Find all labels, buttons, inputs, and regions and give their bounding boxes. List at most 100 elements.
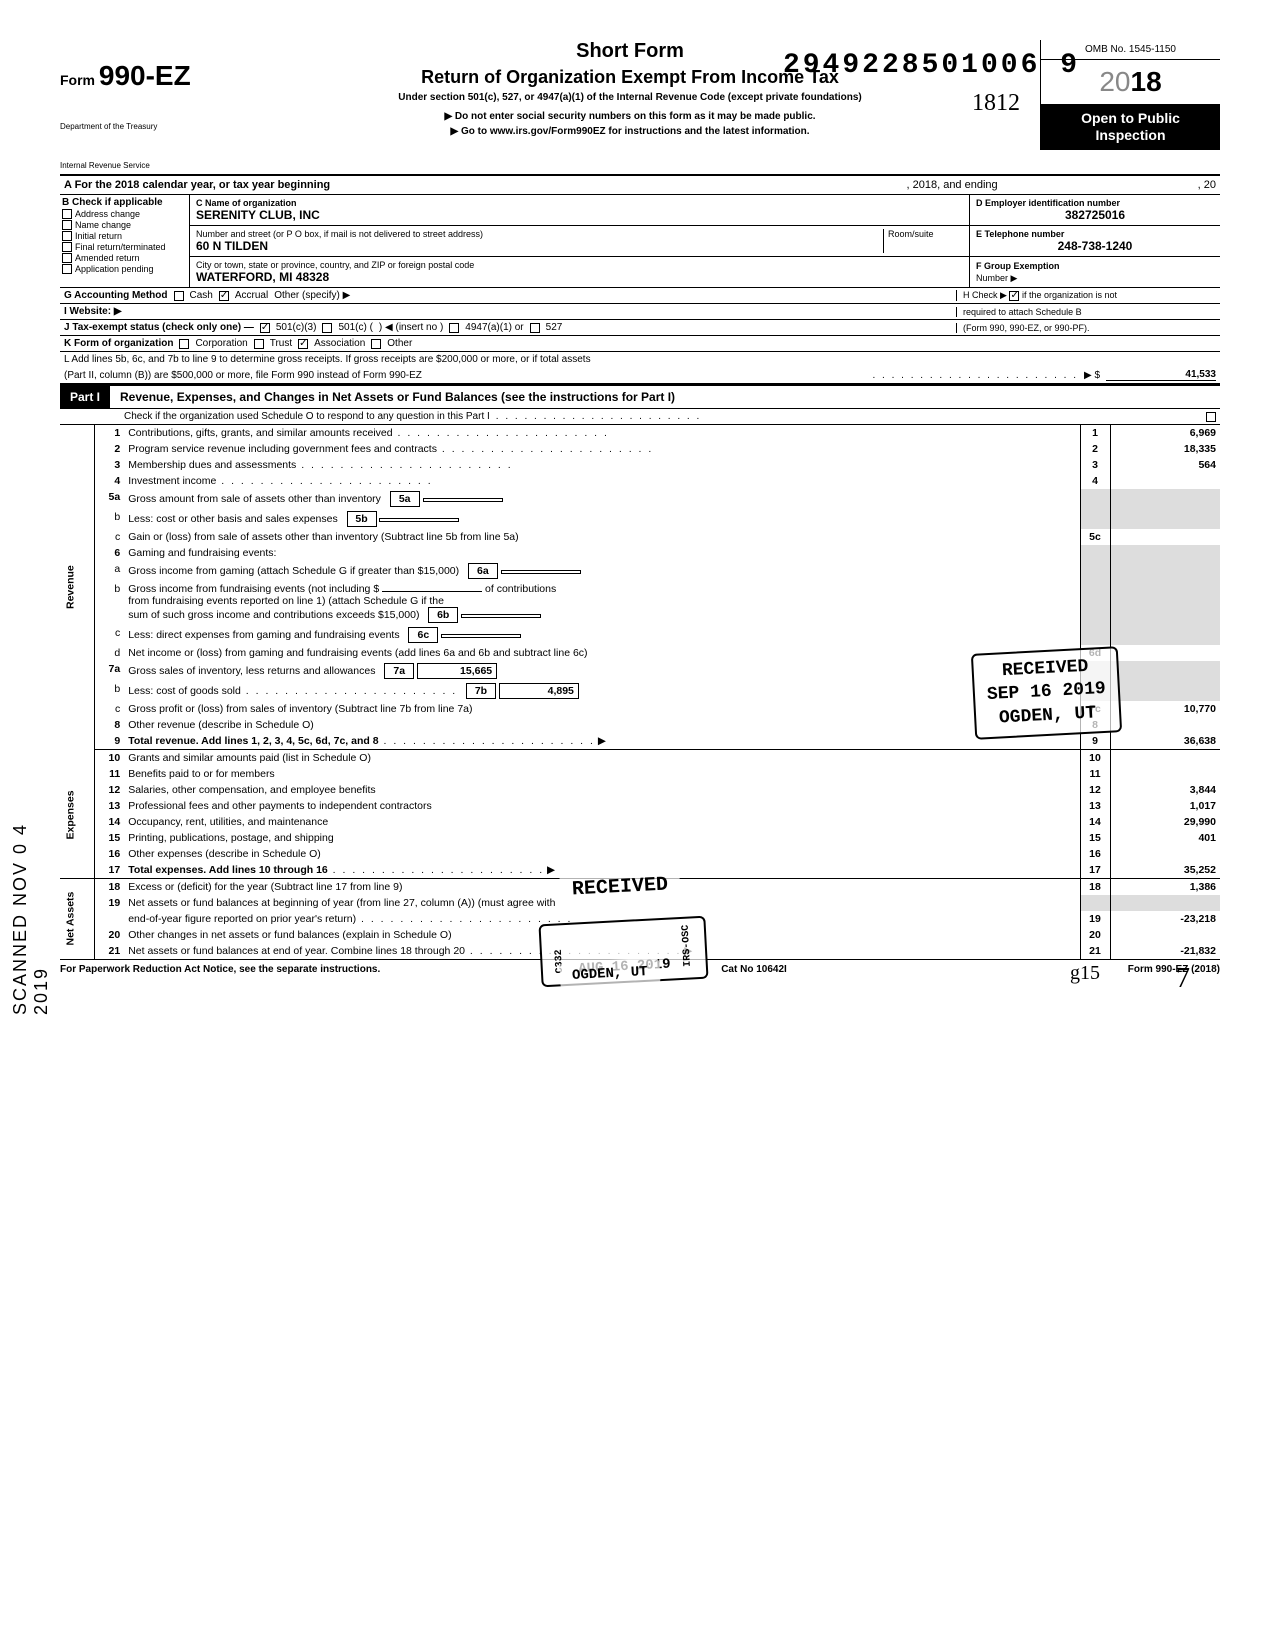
line-17-box: 17 [1080, 862, 1110, 879]
line-10-box: 10 [1080, 750, 1110, 766]
label-final-return: Final return/terminated [75, 242, 166, 252]
check-cash[interactable] [174, 291, 184, 301]
check-trust[interactable] [254, 339, 264, 349]
check-527[interactable] [530, 323, 540, 333]
line-4-box: 4 [1080, 473, 1110, 489]
check-other-org[interactable] [371, 339, 381, 349]
line-5c-text: Gain or (loss) from sale of assets other… [128, 531, 518, 543]
part-1-label: Part I [60, 386, 110, 408]
line-6d-amt [1110, 645, 1220, 661]
line-14-amt: 29,990 [1110, 814, 1220, 830]
line-3-amt: 564 [1110, 457, 1220, 473]
line-18-amt: 1,386 [1110, 879, 1220, 896]
line-9-amt: 36,638 [1110, 733, 1220, 750]
line-17-text: Total expenses. Add lines 10 through 16 [128, 864, 328, 876]
line-20-box: 20 [1080, 927, 1110, 943]
label-initial-return: Initial return [75, 231, 122, 241]
handwritten-7: 7 [1176, 963, 1190, 995]
col-b-checks: B Check if applicable Address change Nam… [60, 195, 190, 287]
line-10-no: 10 [94, 750, 124, 766]
line-16-text: Other expenses (describe in Schedule O) [128, 848, 321, 860]
line-6c-shade [1080, 625, 1110, 645]
line-19-box: 19 [1080, 911, 1110, 927]
footer-right: Form 990-EZ (2018) [1128, 964, 1220, 975]
check-corp[interactable] [179, 339, 189, 349]
check-schedule-o[interactable] [1206, 412, 1216, 422]
line-12-box: 12 [1080, 782, 1110, 798]
check-final-return[interactable] [62, 242, 72, 252]
line-2-amt: 18,335 [1110, 441, 1220, 457]
line-5a-text: Gross amount from sale of assets other t… [128, 493, 381, 505]
revenue-side-label: Revenue [60, 425, 94, 750]
k-label: K Form of organization [64, 338, 173, 349]
line-6c-ibox: 6c [408, 627, 438, 643]
line-5c-no: c [94, 529, 124, 545]
line-14-box: 14 [1080, 814, 1110, 830]
label-other-org: Other [387, 338, 412, 349]
line-16-no: 16 [94, 846, 124, 862]
check-501c[interactable] [322, 323, 332, 333]
check-address-change[interactable] [62, 209, 72, 219]
tel-label: E Telephone number [976, 229, 1214, 239]
check-assoc[interactable] [298, 339, 308, 349]
part-1-check-text: Check if the organization used Schedule … [64, 411, 490, 422]
line-15-no: 15 [94, 830, 124, 846]
check-accrual[interactable] [219, 291, 229, 301]
h-text2: if the organization is not [1022, 290, 1117, 300]
line-11-text: Benefits paid to or for members [128, 768, 274, 780]
line-6b-text4: sum of such gross income and contributio… [128, 609, 419, 621]
line-7a-text: Gross sales of inventory, less returns a… [128, 665, 375, 677]
line-6b-text3: from fundraising events reported on line… [128, 595, 444, 607]
line-6b-iamt [461, 614, 541, 618]
expenses-side-label: Expenses [60, 750, 94, 879]
ein-label: D Employer identification number [976, 198, 1214, 208]
line-21-amt: -21,832 [1110, 943, 1220, 959]
org-street: 60 N TILDEN [196, 239, 883, 253]
line-4-no: 4 [94, 473, 124, 489]
line-7b-no: b [94, 681, 124, 701]
line-20-no: 20 [94, 927, 124, 943]
line-21-no: 21 [94, 943, 124, 959]
check-app-pending[interactable] [62, 264, 72, 274]
line-6b-shade [1080, 581, 1110, 625]
line-6a-shade [1080, 561, 1110, 581]
line-13-box: 13 [1080, 798, 1110, 814]
row-g-accounting: G Accounting Method Cash Accrual Other (… [60, 288, 1220, 304]
h-check-label: H Check ▶ [963, 290, 1007, 300]
check-name-change[interactable] [62, 220, 72, 230]
form-label-block: Form 990-EZ Department of the Treasury I… [60, 40, 220, 170]
i-label: I Website: ▶ [64, 306, 122, 317]
org-name: SERENITY CLUB, INC [196, 208, 963, 222]
label-501c: 501(c) ( [338, 322, 372, 333]
received-stamp-1: RECEIVED SEP 16 2019 OGDEN, UT [971, 646, 1122, 740]
line-1-no: 1 [94, 425, 124, 441]
row-a-mid: , 2018, and ending [907, 179, 998, 191]
line-17-amt: 35,252 [1110, 862, 1220, 879]
label-trust: Trust [270, 338, 292, 349]
line-6b-amt-shade [1110, 581, 1220, 625]
check-h-schedule-b[interactable] [1009, 291, 1019, 301]
year-prefix: 20 [1099, 66, 1130, 97]
line-6a-ibox: 6a [468, 563, 498, 579]
label-amended: Amended return [75, 253, 140, 263]
org-city: WATERFORD, MI 48328 [196, 270, 963, 284]
check-501c3[interactable] [260, 323, 270, 333]
footer-left: For Paperwork Reduction Act Notice, see … [60, 964, 380, 975]
check-4947[interactable] [449, 323, 459, 333]
line-6b-ibox: 6b [428, 607, 458, 623]
stamp-irs-osc: IRS-OSC [681, 924, 694, 967]
form-number: 990-EZ [99, 60, 191, 91]
label-other-method: Other (specify) ▶ [274, 290, 350, 301]
line-5b-amt-shade [1110, 509, 1220, 529]
line-19-amt-shade [1110, 895, 1220, 911]
scanned-stamp: SCANNED NOV 0 4 2019 [10, 780, 52, 1015]
line-8-text: Other revenue (describe in Schedule O) [128, 719, 314, 731]
part-1-header: Part I Revenue, Expenses, and Changes in… [60, 384, 1220, 409]
netassets-side-label: Net Assets [60, 879, 94, 960]
tel-value: 248-738-1240 [976, 239, 1214, 253]
footer-mid: Cat No 10642I [721, 964, 787, 975]
l-text2: (Part II, column (B)) are $500,000 or mo… [64, 370, 422, 381]
check-amended[interactable] [62, 253, 72, 263]
check-initial-return[interactable] [62, 231, 72, 241]
line-19-text1: Net assets or fund balances at beginning… [128, 897, 555, 909]
